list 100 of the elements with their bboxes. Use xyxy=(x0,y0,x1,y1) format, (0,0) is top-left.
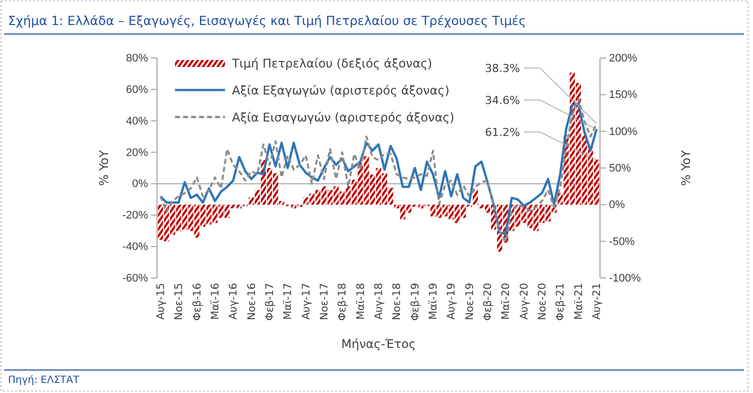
bar xyxy=(539,204,545,223)
bar xyxy=(558,192,563,205)
x-tick-label: Αυγ-19 xyxy=(446,283,458,320)
bar xyxy=(291,204,296,208)
chart-title: Σχήμα 1: Ελλάδα – Εξαγωγές, Εισαγωγές και Τιμή Πετρελαίου σε Τρέχουσες Τιμές xyxy=(8,13,526,28)
bar xyxy=(346,186,351,205)
data-label: 61.2% xyxy=(485,126,520,139)
x-tick-label: Νοε-20 xyxy=(536,283,549,320)
y-tick-label: 80% xyxy=(126,52,148,65)
y2-tick-label: -50% xyxy=(609,236,635,248)
x-tick-label: Φεβ-17 xyxy=(264,283,276,321)
bar xyxy=(212,204,218,223)
data-label: 34.6% xyxy=(485,94,520,107)
x-tick-label: Μαϊ-17 xyxy=(282,283,294,320)
bar xyxy=(321,186,327,205)
bar xyxy=(436,204,442,218)
x-tick-label: Φεβ-21 xyxy=(554,283,567,321)
x-tick-label: Νοε-17 xyxy=(318,283,330,320)
y2-tick-label: 0% xyxy=(609,199,626,212)
text: Πηγή: ΕΛΣΤΑΤ xyxy=(8,375,80,386)
bar xyxy=(200,204,206,227)
x-tick-label: Φεβ-20 xyxy=(482,283,494,321)
x-tick-label: Μαϊ-16 xyxy=(209,282,222,320)
bar xyxy=(218,204,224,218)
bar xyxy=(376,168,382,205)
bar xyxy=(545,204,551,222)
bar xyxy=(370,174,376,205)
bar xyxy=(472,190,478,205)
x-tick-label: Αυγ-17 xyxy=(300,283,312,320)
bar xyxy=(340,191,345,205)
bar xyxy=(206,204,212,224)
x-tick-label: Αυγ-15 xyxy=(154,283,167,320)
x-tick-label: Νοε-19 xyxy=(464,283,476,320)
bar xyxy=(194,204,200,238)
legend-label: Αξία Εισαγωγών (αριστερός άξονας) xyxy=(232,110,454,124)
x-tick-label: Μαϊ-18 xyxy=(354,283,367,320)
x-tick-label: Νοε-16 xyxy=(246,282,258,320)
y-tick-label: 60% xyxy=(126,84,148,96)
x-tick-label: Αυγ-16 xyxy=(228,282,240,320)
bar xyxy=(364,156,369,205)
bar xyxy=(533,204,539,232)
x-tick-label: Φεβ-16 xyxy=(191,282,204,321)
bar xyxy=(272,173,278,205)
bar xyxy=(430,204,436,216)
data-label: 38.3% xyxy=(485,62,520,75)
bar xyxy=(527,204,532,228)
y-tick-label: -40% xyxy=(122,241,148,254)
bar xyxy=(418,204,424,208)
bar xyxy=(182,204,188,230)
y2-tick-label: 200% xyxy=(609,52,638,65)
y-tick-label: 0% xyxy=(132,178,148,190)
legend-label: Αξία Εξαγωγών (αριστερός άξονας) xyxy=(232,84,450,98)
bar xyxy=(582,135,587,205)
x-axis-title: Μήνας-Έτος xyxy=(341,337,416,351)
legend-label: Τιμή Πετρελαίου (δεξιός άξονας) xyxy=(231,56,432,70)
y2-tick-label: -100% xyxy=(609,272,642,285)
bar xyxy=(454,204,460,223)
y2-tick-label: 50% xyxy=(609,162,632,175)
x-tick-label: Μαϊ-20 xyxy=(500,283,512,320)
x-tick-label: Νοε-18 xyxy=(391,283,404,320)
y-tick-label: 40% xyxy=(126,115,148,128)
bar xyxy=(334,186,339,205)
bar xyxy=(478,204,484,208)
bar xyxy=(176,204,182,232)
x-tick-label: Αυγ-18 xyxy=(373,283,385,320)
x-tick-label: Μαϊ-19 xyxy=(428,283,440,320)
bar xyxy=(315,190,321,205)
y-axis-title: % YoY xyxy=(97,150,111,186)
y2-axis-title: % YoY xyxy=(679,150,693,186)
y2-tick-label: 100% xyxy=(609,126,638,138)
bar xyxy=(327,190,333,205)
y-tick-label: -20% xyxy=(122,210,148,222)
bar xyxy=(388,188,394,205)
bar xyxy=(382,173,388,205)
bar xyxy=(170,204,176,235)
bar xyxy=(224,204,230,218)
bar xyxy=(236,204,242,208)
bar xyxy=(279,201,284,205)
bar xyxy=(164,204,170,242)
bar xyxy=(400,204,406,220)
y-tick-label: 20% xyxy=(126,146,148,159)
bar xyxy=(230,204,236,208)
bar xyxy=(442,204,448,216)
bar xyxy=(254,190,260,205)
y2-tick-label: 150% xyxy=(609,89,638,102)
bar xyxy=(352,180,357,205)
x-tick-label: Νοε-15 xyxy=(173,283,186,320)
bar xyxy=(448,204,454,220)
x-tick-label: Αυγ-20 xyxy=(518,283,530,320)
bar xyxy=(594,160,600,205)
bar xyxy=(515,204,520,227)
y-tick-label: -60% xyxy=(122,272,148,285)
x-tick-label: Μαϊ-21 xyxy=(572,283,585,320)
bar xyxy=(460,204,466,218)
bar xyxy=(394,204,400,208)
x-tick-label: Φεβ-18 xyxy=(336,283,349,321)
bar xyxy=(266,168,272,205)
bar xyxy=(484,204,490,213)
bar xyxy=(248,197,254,205)
bar xyxy=(309,194,314,205)
